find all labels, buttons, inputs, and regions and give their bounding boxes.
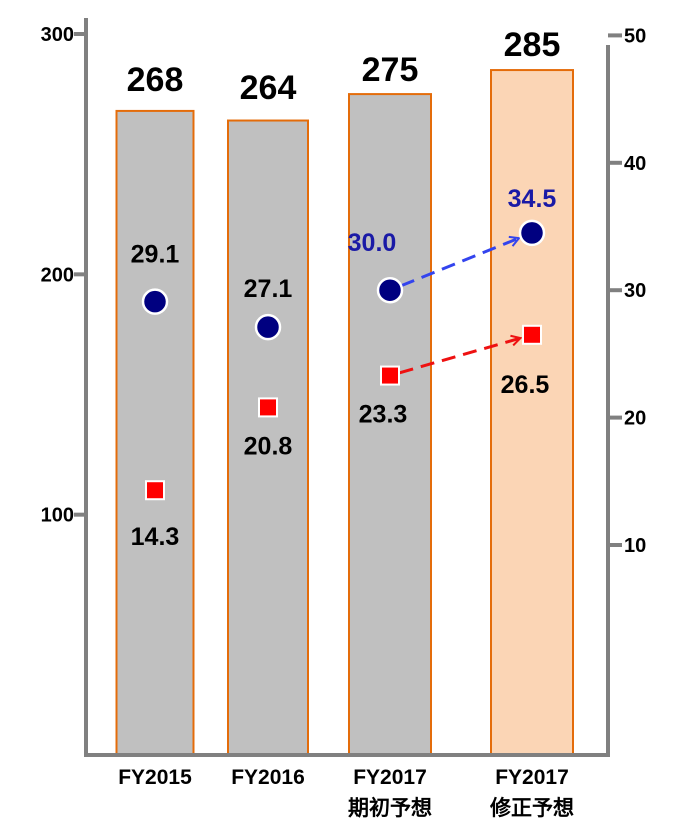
square-point bbox=[145, 480, 165, 501]
square-point bbox=[522, 324, 542, 345]
right-axis-tick-label: 50 bbox=[624, 25, 646, 47]
bar-value-label: 264 bbox=[240, 69, 297, 107]
circle-point bbox=[518, 219, 546, 247]
category-label: FY2017 bbox=[495, 766, 569, 789]
category-label: FY2015 bbox=[118, 766, 192, 789]
bar-4 bbox=[490, 69, 574, 756]
bar-3 bbox=[348, 93, 432, 756]
right-axis-tick-label: 20 bbox=[624, 408, 646, 430]
circle-value-label: 34.5 bbox=[508, 185, 557, 213]
square-point bbox=[380, 365, 400, 386]
left-axis-tick-label: 200 bbox=[41, 264, 74, 286]
left-axis-tick-label: 100 bbox=[41, 505, 74, 527]
bar-1 bbox=[115, 109, 195, 757]
bar-value-label: 275 bbox=[362, 51, 419, 89]
circle-point bbox=[376, 276, 404, 304]
circle-point bbox=[254, 313, 282, 341]
square-value-label: 26.5 bbox=[501, 371, 550, 399]
category-label: FY2017 bbox=[353, 766, 427, 789]
circle-value-label: 27.1 bbox=[244, 275, 293, 303]
circle-value-label: 29.1 bbox=[131, 241, 180, 269]
category-sublabel: 期初予想 bbox=[348, 796, 432, 820]
right-axis-tick-label: 40 bbox=[624, 153, 646, 175]
right-axis-tick-label: 30 bbox=[624, 280, 646, 302]
square-point bbox=[258, 397, 278, 418]
category-label: FY2016 bbox=[231, 766, 305, 789]
left-axis-tick-label: 300 bbox=[41, 24, 74, 46]
bar-value-label: 268 bbox=[127, 61, 184, 99]
square-value-label: 14.3 bbox=[131, 523, 180, 551]
bar-2 bbox=[227, 119, 309, 756]
bar-value-label: 285 bbox=[504, 26, 561, 64]
square-value-label: 20.8 bbox=[244, 432, 293, 460]
square-value-label: 23.3 bbox=[359, 401, 408, 429]
circle-value-label: 30.0 bbox=[348, 229, 397, 257]
category-sublabel: 修正予想 bbox=[489, 796, 574, 820]
circle-point bbox=[141, 288, 169, 315]
right-axis-tick-label: 10 bbox=[624, 535, 646, 557]
